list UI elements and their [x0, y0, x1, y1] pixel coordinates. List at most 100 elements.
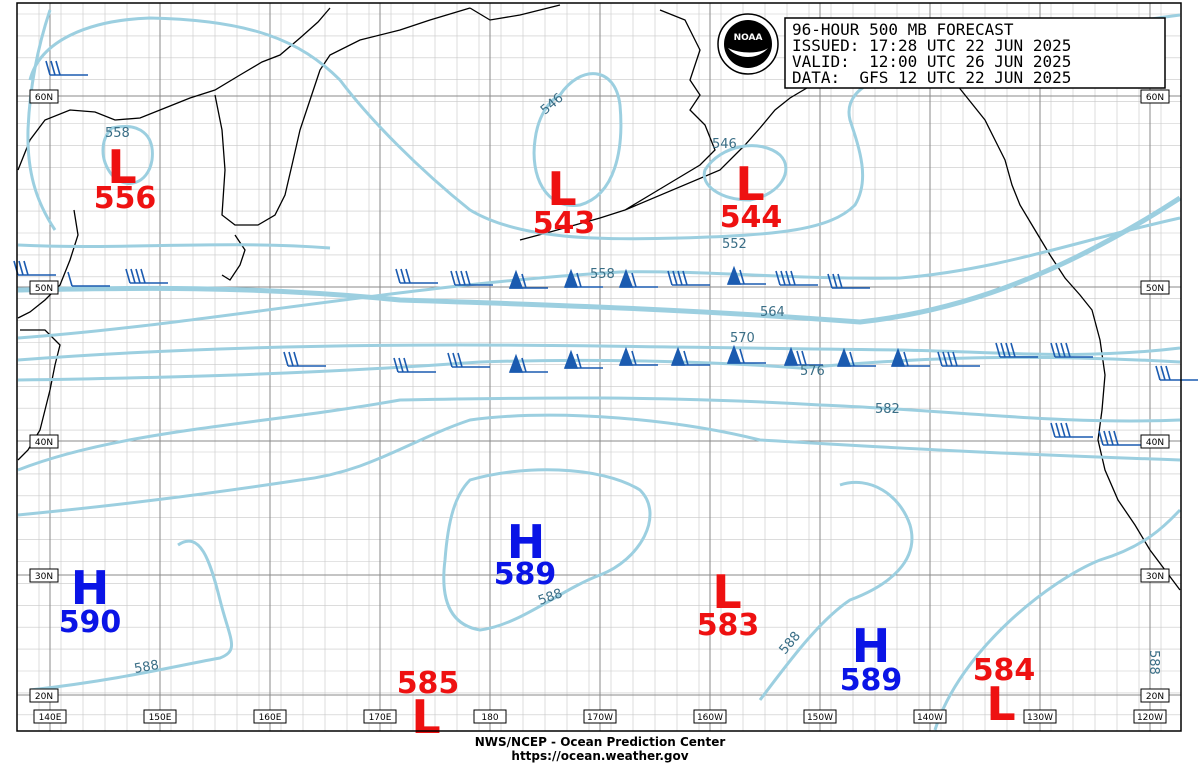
lat-label-right-box: [1140, 568, 1170, 583]
contour-label: 558: [105, 126, 130, 141]
wind-barb: [395, 268, 438, 284]
map-grid: [17, 3, 1181, 731]
lon-label-box: [583, 709, 617, 724]
contour-576-west: [17, 243, 331, 250]
info-issued: ISSUED: 17:28 UTC 22 JUN 2025: [792, 36, 1071, 55]
high-center-letter: H: [71, 561, 110, 615]
wind-barb: [937, 351, 980, 367]
lat-label-left: 60N: [35, 93, 53, 103]
contour-546-low2: [702, 144, 788, 202]
lat-label-left: 30N: [35, 572, 53, 582]
coastline-bering: [469, 4, 561, 21]
lat-label-left-box: [29, 280, 59, 295]
lat-label-right-box: [1140, 434, 1170, 449]
wind-barb: [393, 357, 436, 373]
lat-label-right: 60N: [1146, 93, 1164, 103]
lon-label-box: [473, 709, 507, 724]
wind-barb: [1050, 422, 1093, 438]
lon-label-box: [913, 709, 947, 724]
contour-588-east: [758, 480, 914, 701]
lon-label: 150E: [149, 713, 172, 723]
lon-label: 140W: [917, 713, 943, 723]
lon-label-box: [143, 709, 177, 724]
wind-barb: [447, 352, 490, 368]
lon-label: 130W: [1027, 713, 1053, 723]
lon-label-box: [253, 709, 287, 724]
wind-barb: [125, 268, 168, 284]
info-valid: VALID: 12:00 UTC 26 JUN 2025: [792, 52, 1071, 71]
wind-barb-pennant: [726, 265, 766, 285]
lon-label: 140E: [39, 713, 62, 723]
wind-barb: [667, 270, 710, 286]
contour-label: 582: [875, 402, 900, 417]
wind-barb-pennant: [618, 268, 658, 288]
wind-barb: [995, 342, 1038, 358]
wind-barb-pennant: [618, 346, 658, 366]
high-center-value: 589: [840, 663, 903, 698]
wind-barb: [450, 270, 493, 286]
contour-label: 564: [760, 305, 785, 320]
lon-label-box: [1023, 709, 1057, 724]
lon-label-box: [803, 709, 837, 724]
lat-label-left: 20N: [35, 692, 53, 702]
contour-label: 588: [133, 658, 160, 677]
lon-label: 150W: [807, 713, 833, 723]
axis-labels: 60N 60N 50N 50N 40N 40N 30N 30N 20N 20N 140E 150E 16…: [29, 89, 1170, 724]
wind-barb-pennant: [783, 346, 823, 366]
contour-588-se: [933, 508, 1182, 731]
low-center-letter: L: [735, 157, 764, 211]
low-center-letter: L: [411, 690, 440, 744]
contour-label: 546: [712, 137, 737, 152]
wind-barb-pennant: [563, 268, 603, 288]
wind-barb: [67, 271, 110, 287]
coastline-asia: [17, 7, 331, 171]
contour-558-low: [101, 125, 154, 185]
contour-label: 576: [800, 364, 825, 379]
contour-label: 558: [590, 267, 615, 282]
low-center-letter: L: [107, 140, 136, 194]
low-center-value: 584: [973, 653, 1036, 688]
height-contours: [17, 9, 1182, 731]
wind-barb: [1050, 342, 1093, 358]
lon-label-box: [33, 709, 67, 724]
lon-label-box: [363, 709, 397, 724]
contour-564: [17, 195, 1182, 325]
low-center-letter: L: [986, 677, 1015, 731]
contour-labels: 558 546 546 552 558 564 570 576 582 588 …: [105, 91, 1161, 677]
pressure-centers: L 556 L 543 L 544 H 590 H 589 L 583 H 58…: [59, 140, 1036, 744]
low-center-letter: L: [547, 162, 576, 216]
high-center-value: 589: [494, 557, 557, 592]
wind-barb-pennant: [890, 347, 930, 367]
footer: NWS/NCEP - Ocean Prediction Center https…: [475, 735, 726, 763]
wind-barb-pennant: [508, 269, 548, 289]
low-center-value: 585: [397, 666, 460, 701]
lat-label-right: 20N: [1146, 692, 1164, 702]
contour-label: 588: [777, 629, 804, 658]
footer-url: https://ocean.weather.gov: [511, 749, 688, 763]
noaa-logo-icon: NOAA: [717, 13, 779, 75]
wind-barb: [1155, 365, 1198, 381]
wind-barb: [775, 270, 818, 286]
contour-582: [17, 396, 1181, 472]
high-center-letter: H: [852, 619, 891, 673]
contour-588-sw: [29, 539, 234, 692]
wind-barb: [1098, 430, 1141, 446]
wind-barb-pennant: [563, 349, 603, 369]
lat-label-left: 40N: [35, 438, 53, 448]
contour-588-main: [17, 413, 1181, 517]
coastline-aleutians: [519, 209, 626, 241]
contour-576: [17, 355, 1181, 382]
coastline-kurils: [221, 234, 246, 281]
info-box: 96-HOUR 500 MB FORECAST ISSUED: 17:28 UT…: [784, 17, 1166, 89]
wind-barb-pennant: [836, 347, 876, 367]
contour-558: [17, 216, 1181, 340]
lat-label-right: 30N: [1146, 572, 1164, 582]
coastlines: [17, 4, 1181, 591]
info-data: DATA: GFS 12 UTC 22 JUN 2025: [792, 68, 1071, 87]
wind-barb: [283, 351, 326, 367]
wind-barb-pennant: [508, 353, 548, 373]
wind-barb: [827, 273, 870, 289]
low-center-letter: L: [712, 565, 741, 619]
contour-label: 552: [722, 237, 747, 252]
wind-barb: [45, 60, 88, 76]
